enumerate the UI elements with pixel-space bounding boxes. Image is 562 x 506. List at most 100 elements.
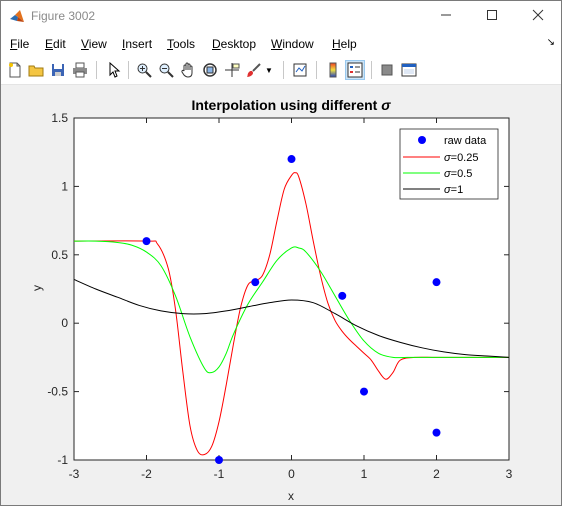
x-tick-label: -2 (141, 467, 152, 481)
zoom-out-icon (158, 62, 174, 78)
raw-data-point[interactable] (338, 291, 347, 300)
menu-file-rest: ile (17, 37, 30, 51)
x-tick-label: 3 (506, 467, 513, 481)
menu-tools[interactable]: Tools (167, 37, 195, 51)
series-line-2[interactable] (73, 278, 510, 358)
raw-data-point[interactable] (287, 155, 296, 164)
menu-view-rest: iew (88, 37, 107, 51)
edit-plot-button[interactable] (104, 60, 124, 80)
legend-marker-raw-data (418, 136, 426, 144)
toolbar-separator (283, 61, 284, 79)
zoom-in-button[interactable] (134, 60, 154, 80)
minimize-button[interactable] (423, 1, 469, 32)
hide-plot-tools-icon (379, 62, 395, 78)
rotate-3d-icon (202, 62, 218, 78)
menu-insert-rest: nsert (125, 37, 153, 51)
y-tick-label: -0.5 (47, 385, 68, 399)
pan-button[interactable] (178, 60, 198, 80)
menu-bar: File Edit View Insert Tools Desktop Wind… (1, 32, 561, 56)
legend[interactable]: raw data σ=0.25 σ=0.5 σ=1 (399, 128, 499, 200)
hide-plot-tools-button[interactable] (377, 60, 397, 80)
legend-sigma-025-symbol: σ (444, 152, 451, 164)
legend-icon (347, 62, 363, 78)
save-icon (50, 62, 66, 78)
minimize-icon (440, 9, 452, 24)
chart-title-text: Interpolation using different (191, 97, 381, 113)
raw-data-point[interactable] (142, 237, 151, 246)
menu-file-key: F (10, 37, 18, 51)
x-tick-label: 1 (361, 467, 368, 481)
open-file-icon (28, 62, 44, 78)
series-line-0[interactable] (73, 172, 509, 456)
link-plot-icon (292, 62, 308, 78)
zoom-out-button[interactable] (156, 60, 176, 80)
chart-svg: Interpolation using different σ -3 -2 -1 0 1… (30, 97, 513, 503)
close-icon (532, 9, 544, 24)
menu-window[interactable]: Window (271, 37, 314, 51)
pointer-icon (106, 62, 122, 78)
brush-button[interactable] (244, 60, 264, 80)
x-axis-label: x (288, 489, 294, 503)
link-plot-button[interactable] (290, 60, 310, 80)
menu-tools-key: T (167, 37, 173, 51)
legend-label-sigma-1: σ=1 (444, 184, 463, 196)
figure-toolbar: ▼ (1, 56, 561, 85)
menu-edit-key: E (45, 37, 54, 51)
menu-desktop[interactable]: Desktop (212, 37, 256, 51)
show-plot-tools-button[interactable] (399, 60, 419, 80)
rotate-3d-button[interactable] (200, 60, 220, 80)
legend-button[interactable] (345, 60, 365, 80)
toolbar-separator (316, 61, 317, 79)
data-cursor-button[interactable] (222, 60, 242, 80)
x-tick-label: -1 (214, 467, 225, 481)
menu-file[interactable]: File (10, 37, 29, 51)
legend-label-sigma-025: σ=0.25 (444, 152, 478, 164)
menu-tools-rest: ools (173, 37, 196, 51)
y-tick-label: 1.5 (51, 111, 68, 125)
legend-sigma-025-value: =0.25 (451, 152, 479, 164)
y-tick-label: -1 (57, 453, 68, 467)
open-file-button[interactable] (26, 60, 46, 80)
colorbar-button[interactable] (323, 60, 343, 80)
raw-data-point[interactable] (432, 428, 441, 437)
toolbar-separator (96, 61, 97, 79)
y-tick-label: 0.5 (51, 248, 68, 262)
brush-dropdown-icon[interactable]: ▼ (265, 66, 273, 75)
print-button[interactable] (70, 60, 90, 80)
raw-data-point[interactable] (215, 456, 223, 464)
raw-data-point[interactable] (360, 387, 368, 396)
matlab-logo-icon (9, 9, 25, 25)
legend-label-sigma-05: σ=0.5 (444, 168, 472, 180)
close-button[interactable] (515, 1, 561, 32)
dock-arrow-icon[interactable]: ↘ (546, 37, 555, 48)
chart-title: Interpolation using different σ (191, 97, 391, 113)
x-tick-label: 0 (288, 467, 295, 481)
raw-data-point[interactable] (251, 278, 260, 287)
menu-window-rest: indow (282, 37, 314, 51)
menu-view[interactable]: View (81, 37, 107, 51)
show-plot-tools-icon (401, 62, 417, 78)
save-button[interactable] (48, 60, 68, 80)
print-icon (72, 62, 88, 78)
y-tick-label: 0 (61, 316, 68, 330)
menu-insert[interactable]: Insert (122, 37, 152, 51)
legend-sigma-05-symbol: σ (444, 168, 451, 180)
legend-sigma-1-value: =1 (451, 184, 464, 196)
series-line-1[interactable] (73, 240, 509, 374)
zoom-in-icon (136, 62, 152, 78)
pan-icon (180, 62, 196, 78)
new-figure-button[interactable] (5, 60, 25, 80)
maximize-button[interactable] (469, 1, 515, 32)
title-bar: Figure 3002 (1, 1, 561, 32)
colorbar-icon (325, 62, 341, 78)
figure-canvas: Interpolation using different σ -3 -2 -1 0 1… (1, 85, 561, 505)
menu-edit[interactable]: Edit (45, 37, 66, 51)
maximize-icon (486, 9, 498, 24)
y-axis-label: y (30, 285, 44, 291)
series-lines (73, 172, 510, 456)
legend-box (399, 128, 499, 200)
raw-data-point[interactable] (432, 278, 441, 287)
menu-help[interactable]: Help (332, 37, 357, 51)
x-tick-label: -3 (69, 467, 80, 481)
